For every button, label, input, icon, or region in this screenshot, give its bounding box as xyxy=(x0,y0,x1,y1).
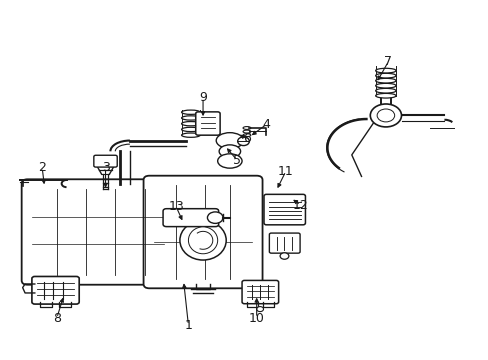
FancyBboxPatch shape xyxy=(32,276,79,304)
Ellipse shape xyxy=(181,133,200,137)
FancyBboxPatch shape xyxy=(21,179,174,285)
Text: 13: 13 xyxy=(168,201,184,213)
Text: 10: 10 xyxy=(248,311,264,325)
FancyBboxPatch shape xyxy=(242,280,278,304)
Ellipse shape xyxy=(375,84,395,88)
Circle shape xyxy=(280,253,288,259)
Text: 4: 4 xyxy=(262,118,270,131)
Circle shape xyxy=(376,109,394,122)
Ellipse shape xyxy=(181,116,200,120)
FancyBboxPatch shape xyxy=(143,176,262,288)
Text: 11: 11 xyxy=(278,165,293,177)
Ellipse shape xyxy=(188,227,217,254)
Circle shape xyxy=(256,307,263,312)
Ellipse shape xyxy=(216,133,243,148)
FancyBboxPatch shape xyxy=(264,194,305,225)
Ellipse shape xyxy=(181,110,200,114)
Text: 9: 9 xyxy=(199,91,206,104)
Circle shape xyxy=(237,137,249,145)
Text: 8: 8 xyxy=(53,311,61,325)
Circle shape xyxy=(369,104,401,127)
Text: 2: 2 xyxy=(38,161,46,174)
FancyBboxPatch shape xyxy=(163,209,218,226)
Text: 6: 6 xyxy=(243,132,250,145)
Ellipse shape xyxy=(243,134,250,136)
Ellipse shape xyxy=(181,122,200,126)
Ellipse shape xyxy=(180,221,226,260)
Text: 5: 5 xyxy=(233,154,241,167)
Ellipse shape xyxy=(181,127,200,132)
Text: 1: 1 xyxy=(184,319,192,332)
Circle shape xyxy=(207,212,223,224)
FancyBboxPatch shape xyxy=(195,112,220,135)
Text: 12: 12 xyxy=(292,199,308,212)
Ellipse shape xyxy=(375,78,395,83)
Ellipse shape xyxy=(375,93,395,98)
Ellipse shape xyxy=(375,68,395,73)
Ellipse shape xyxy=(217,154,242,168)
FancyBboxPatch shape xyxy=(269,233,300,253)
FancyBboxPatch shape xyxy=(94,155,117,167)
Text: 3: 3 xyxy=(102,161,109,174)
Ellipse shape xyxy=(243,127,250,130)
Text: 7: 7 xyxy=(384,55,391,68)
Ellipse shape xyxy=(375,73,395,78)
Ellipse shape xyxy=(243,130,250,133)
Ellipse shape xyxy=(219,145,240,158)
Ellipse shape xyxy=(375,88,395,93)
